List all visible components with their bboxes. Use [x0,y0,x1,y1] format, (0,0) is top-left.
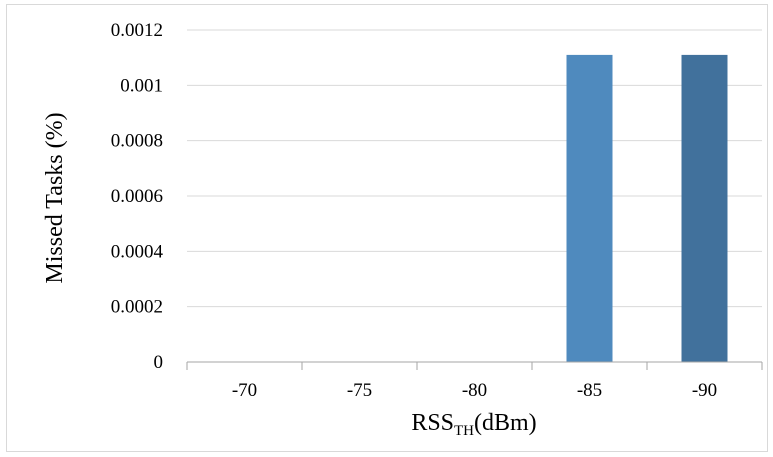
gridlines [187,29,762,308]
y-tick-label: 0.0012 [111,20,163,41]
y-axis-title: Missed Tasks (%) [42,112,68,283]
x-axis-title-unit: (dBm) [474,410,537,436]
x-tick-label: -85 [577,380,602,401]
x-axis-title: RSSTH(dBm) [411,410,536,439]
y-tick-label: 0.0004 [111,241,164,262]
bar [681,54,728,363]
y-tick-label: 0.001 [120,75,163,96]
x-tick-label: -90 [692,380,717,401]
chart-frame [6,4,768,452]
x-axis-title-subscript: TH [454,423,474,439]
bars [566,54,728,363]
y-tick-label: 0.0008 [111,131,163,152]
x-tick-labels: -70 -75 -80 -85 -90 [232,380,717,401]
x-tick-label: -80 [462,380,487,401]
x-tick-label: -75 [347,380,372,401]
x-tick-label: -70 [232,380,257,401]
x-axis [186,361,763,370]
bar [566,54,613,363]
y-tick-label: 0.0002 [111,297,163,318]
y-tick-label: 0 [154,352,164,373]
x-axis-title-main: RSS [411,410,454,436]
y-tick-label: 0.0006 [111,186,163,207]
y-tick-labels: 0 0.0002 0.0004 0.0006 0.0008 0.001 0.0012 [111,20,164,373]
